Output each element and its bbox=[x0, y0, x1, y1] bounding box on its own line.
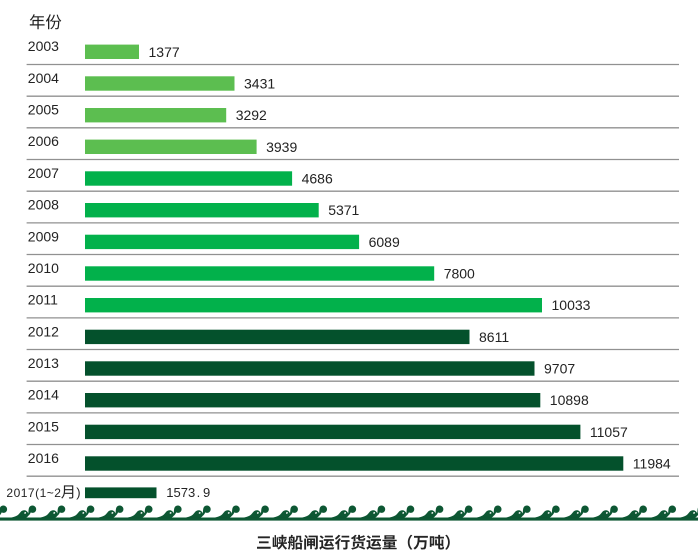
svg-text:5371: 5371 bbox=[328, 202, 359, 218]
svg-text:9: 9 bbox=[203, 485, 210, 500]
svg-text:3292: 3292 bbox=[236, 107, 267, 123]
svg-text:10033: 10033 bbox=[552, 297, 591, 313]
svg-text:.: . bbox=[197, 485, 201, 500]
svg-text:2009: 2009 bbox=[28, 228, 59, 244]
svg-text:7800: 7800 bbox=[444, 266, 475, 282]
svg-text:11057: 11057 bbox=[590, 424, 628, 440]
svg-text:3939: 3939 bbox=[266, 139, 297, 155]
svg-text:2004: 2004 bbox=[28, 70, 59, 86]
svg-text:8611: 8611 bbox=[479, 329, 509, 345]
svg-text:2006: 2006 bbox=[28, 133, 59, 149]
svg-text:11984: 11984 bbox=[633, 456, 671, 472]
svg-text:2017(1~2: 2017(1~2 bbox=[6, 486, 61, 500]
svg-text:4686: 4686 bbox=[302, 171, 333, 187]
svg-text:2012: 2012 bbox=[28, 323, 59, 339]
svg-text:2008: 2008 bbox=[28, 197, 59, 213]
svg-text:2003: 2003 bbox=[28, 38, 59, 54]
svg-text:2011: 2011 bbox=[28, 292, 58, 308]
svg-text:2013: 2013 bbox=[28, 355, 59, 371]
svg-text:2005: 2005 bbox=[28, 102, 59, 118]
svg-text:2007: 2007 bbox=[28, 165, 59, 181]
svg-text:3431: 3431 bbox=[244, 76, 275, 92]
svg-text:2015: 2015 bbox=[28, 418, 59, 434]
svg-text:2016: 2016 bbox=[28, 450, 59, 466]
svg-text:10898: 10898 bbox=[550, 392, 589, 408]
svg-text:1377: 1377 bbox=[149, 44, 180, 60]
svg-text:2010: 2010 bbox=[28, 260, 59, 276]
svg-text:9707: 9707 bbox=[544, 361, 575, 377]
svg-text:): ) bbox=[76, 485, 80, 500]
svg-text:6089: 6089 bbox=[369, 234, 400, 250]
svg-text:1573: 1573 bbox=[166, 485, 195, 500]
svg-text:2014: 2014 bbox=[28, 387, 59, 403]
